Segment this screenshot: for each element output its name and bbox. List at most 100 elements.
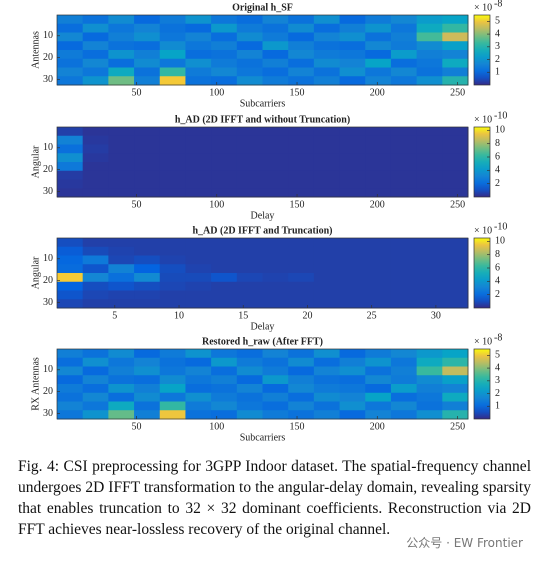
x-tick-label: 100 — [209, 87, 224, 98]
heat-cell — [82, 153, 109, 163]
heat-cell — [159, 153, 186, 163]
heat-cell — [236, 15, 263, 25]
heat-cell — [82, 67, 109, 77]
heat-cell — [288, 264, 315, 274]
heat-cell — [313, 384, 341, 394]
heat-cell — [416, 41, 443, 51]
chart-title: h_AD (2D IFFT and without Truncation) — [175, 114, 350, 125]
heat-cell — [159, 32, 186, 42]
heat-cell — [339, 246, 366, 256]
heat-cell — [211, 357, 238, 367]
heat-cell — [365, 188, 392, 198]
heat-cell — [313, 349, 341, 359]
heat-cell — [82, 290, 109, 300]
heat-cell — [159, 67, 186, 77]
heat-cell — [288, 32, 315, 42]
heat-cell — [442, 375, 469, 385]
heat-cell — [108, 255, 135, 265]
heat-cell — [288, 357, 315, 367]
heat-cell — [288, 58, 315, 68]
heat-cell — [262, 50, 289, 60]
heat-cell — [185, 366, 212, 376]
chart-title: h_AD (2D IFFT and Truncation) — [192, 225, 332, 236]
heat-cell — [442, 58, 469, 68]
heat-cell — [416, 144, 443, 154]
colorbar-tick-label: 2 — [495, 54, 500, 65]
heat-cell — [365, 15, 392, 25]
heat-cell — [82, 384, 109, 394]
heat-cell — [134, 23, 161, 33]
heat-cell — [159, 179, 186, 189]
colorbar — [473, 237, 491, 309]
heat-cell — [313, 401, 341, 411]
heat-cell — [185, 281, 212, 291]
heat-cell — [211, 50, 238, 60]
x-tick-label: 50 — [131, 87, 141, 98]
heat-cell — [313, 58, 341, 68]
heat-cell — [134, 15, 161, 25]
heat-cell — [236, 349, 263, 359]
x-tick-label: 150 — [290, 199, 305, 210]
heat-cell — [339, 349, 366, 359]
heat-cell — [390, 384, 418, 394]
heat-cell — [236, 264, 263, 274]
heat-cell — [288, 188, 315, 198]
heat-cell — [134, 357, 161, 367]
heat-cell — [82, 76, 109, 86]
heat-cell — [365, 357, 392, 367]
heat-cell — [108, 127, 135, 137]
heat-cell — [108, 401, 135, 411]
heat-cell — [108, 264, 135, 274]
heat-cell — [262, 273, 289, 283]
heat-cell — [262, 127, 289, 137]
heat-cell — [442, 349, 469, 359]
heat-cell — [57, 273, 84, 283]
heat-cell — [416, 375, 443, 385]
heat-cell — [211, 67, 238, 77]
colorbar-tick-label: 8 — [495, 138, 500, 149]
x-tick-label: 200 — [370, 199, 385, 210]
heat-cell — [442, 401, 469, 411]
heat-cell — [262, 32, 289, 42]
heat-cell — [108, 67, 135, 77]
heat-cell — [82, 392, 109, 402]
x-tick-label: 50 — [131, 199, 141, 210]
heat-cell — [236, 299, 263, 309]
heat-cell — [108, 144, 135, 154]
heat-cell — [442, 170, 469, 180]
heat-cell — [236, 58, 263, 68]
heat-cell — [57, 281, 84, 291]
colorbar-multiplier: × 10 — [474, 114, 492, 125]
heat-cell — [416, 58, 443, 68]
heat-cell — [185, 273, 212, 283]
heat-cell — [185, 238, 212, 248]
heat-cell — [57, 153, 84, 163]
heat-cell — [57, 179, 84, 189]
heat-cell — [313, 238, 341, 248]
heat-cell — [185, 357, 212, 367]
heat-cell — [339, 135, 366, 145]
heat-cell — [262, 153, 289, 163]
heat-cell — [57, 366, 84, 376]
heat-cell — [288, 401, 315, 411]
heat-cell — [262, 238, 289, 248]
heat-cell — [236, 273, 263, 283]
heat-cell — [365, 410, 392, 420]
heat-cell — [211, 290, 238, 300]
heat-cell — [288, 127, 315, 137]
colorbar — [473, 348, 491, 420]
heat-cell — [390, 23, 418, 33]
colorbar-tick-label: 1 — [495, 67, 500, 78]
heat-cell — [134, 58, 161, 68]
heat-cell — [262, 375, 289, 385]
heat-cell — [262, 162, 289, 172]
colorbar-tick-label: 5 — [495, 16, 500, 27]
heat-cell — [390, 58, 418, 68]
heat-cell — [442, 41, 469, 51]
plot-frame — [56, 237, 469, 309]
heat-cell — [159, 375, 186, 385]
colorbar-tick-label: 4 — [495, 362, 500, 373]
heat-cell — [339, 238, 366, 248]
heat-cell — [442, 135, 469, 145]
heat-cell — [288, 392, 315, 402]
